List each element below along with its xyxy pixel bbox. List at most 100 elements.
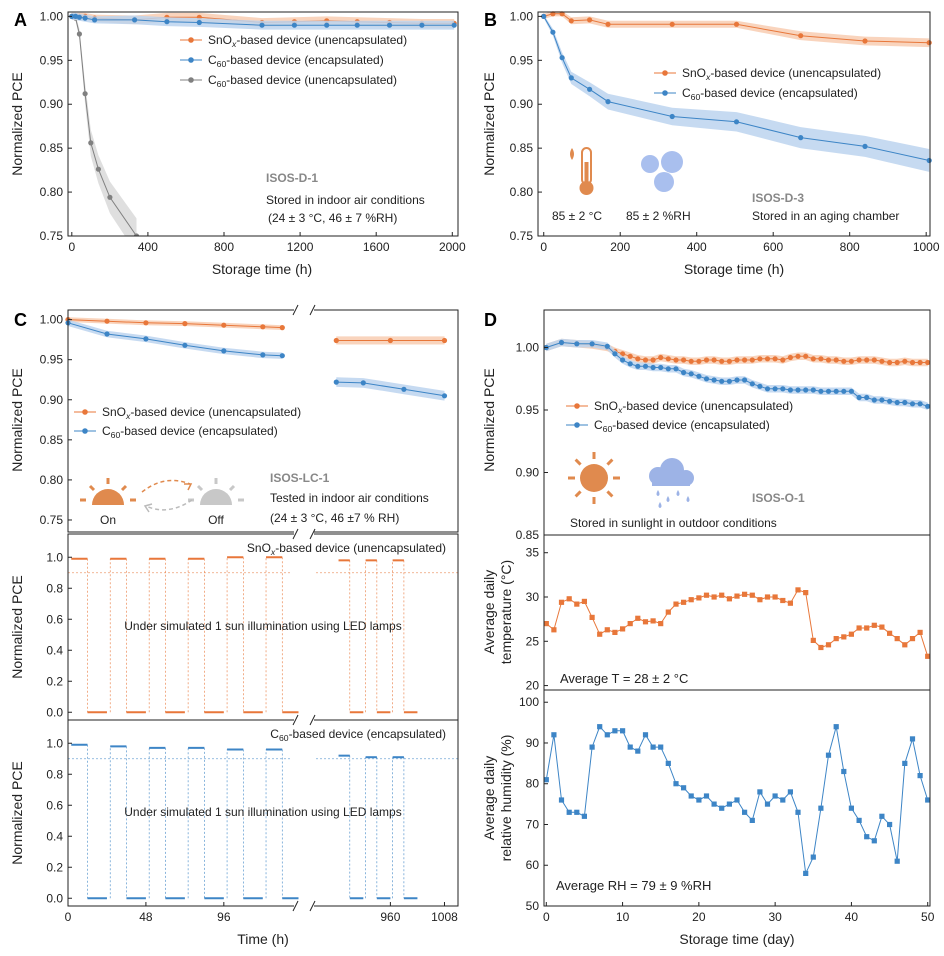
panel-c-top-y-tick-label: 0.75 bbox=[40, 513, 64, 527]
panel-b-series-1-point bbox=[587, 86, 593, 92]
panel-d-series-0-point bbox=[795, 353, 801, 359]
panel-d-humidity-point bbox=[719, 805, 725, 811]
panel-a-x-tick-label: 0 bbox=[68, 240, 75, 254]
panel-b-y-tick-label: 0.85 bbox=[510, 141, 534, 155]
panel-d-temperature-point bbox=[726, 596, 732, 602]
panel-b-chart: 0.75 0.80 0.85 0.90 0.95 1.00 0 200 400 600 800 100… bbox=[481, 9, 940, 277]
panel-a-x-label: Storage time (h) bbox=[212, 261, 312, 277]
panel-d-humidity-point bbox=[772, 793, 778, 799]
panel-d-series-0-point bbox=[749, 357, 755, 363]
panel-d-temperature-point bbox=[711, 594, 717, 600]
panel-c-cycling-title-0-main: SnO bbox=[247, 541, 271, 555]
panel-d-temp-y-label-2: temperature (°C) bbox=[498, 560, 514, 664]
panel-d-temperature-point bbox=[742, 591, 748, 597]
axis-break-mark bbox=[292, 528, 299, 540]
panel-c-cycling-y-label-0: Normalized PCE bbox=[9, 575, 25, 678]
panel-a-note-2: (24 ± 3 °C, 46 ± 7 %RH) bbox=[268, 211, 397, 225]
panel-a-y-tick-label: 0.90 bbox=[40, 97, 64, 111]
panel-d-temperature-point bbox=[543, 621, 549, 627]
flame-icon bbox=[570, 148, 574, 160]
sun-on-ray bbox=[88, 484, 96, 492]
panel-d-note: Stored in sunlight in outdoor conditions bbox=[570, 516, 777, 530]
panel-b-series-1-point bbox=[568, 75, 574, 81]
panel-d-series-0-point bbox=[681, 357, 687, 363]
axis-break-mark bbox=[309, 900, 316, 912]
panel-label-B: B bbox=[484, 10, 497, 30]
panel-c-1-legend-text-sub: 60 bbox=[111, 430, 121, 440]
panel-d-series-1-point bbox=[627, 361, 633, 367]
panel-c-series-1-seg2-line bbox=[336, 381, 445, 397]
panel-b-temp-note: 85 ± 2 °C bbox=[552, 209, 602, 223]
panel-d-0-legend-text-main: SnO bbox=[594, 399, 618, 413]
panel-a-series-1-point bbox=[291, 22, 297, 28]
panel-d-temperature-point bbox=[620, 626, 626, 632]
panel-c-note-1: Tested in indoor air conditions bbox=[270, 491, 429, 505]
panel-b-series-1-point bbox=[926, 157, 932, 164]
panel-d-temperature-point bbox=[772, 594, 778, 600]
panel-d-temperature-point bbox=[665, 609, 671, 615]
panel-b-series-0-point bbox=[559, 11, 565, 17]
axis-break-gap bbox=[294, 714, 314, 726]
panel-a-series-1-point bbox=[92, 17, 98, 23]
panel-d-temperature-point bbox=[612, 629, 618, 635]
panel-d-x-tick-label: 30 bbox=[768, 910, 782, 924]
panel-d-humidity-point bbox=[803, 870, 809, 876]
panel-b-series-0-point bbox=[587, 17, 593, 23]
panel-b-protocol: ISOS-D-3 bbox=[752, 191, 804, 205]
panel-c-x-tick-label: 960 bbox=[380, 910, 400, 924]
panel-c-note-2: (24 ± 3 °C, 46 ±7 % RH) bbox=[270, 511, 399, 525]
panel-d-series-0-point bbox=[772, 356, 778, 362]
panel-d-rh-y-tick-label: 70 bbox=[526, 817, 540, 831]
panel-a-protocol: ISOS-D-1 bbox=[266, 171, 318, 185]
panel-d-humidity-point bbox=[818, 805, 824, 811]
panel-d-temperature-point bbox=[757, 597, 763, 603]
panel-d-series-1-point bbox=[925, 403, 931, 409]
sun-off-ray bbox=[228, 484, 236, 492]
axis-break-gap bbox=[294, 304, 314, 316]
panel-c-0-legend-text-sub: x bbox=[125, 411, 131, 421]
panel-d-series-1-point bbox=[894, 399, 900, 406]
panel-d-temperature-point bbox=[825, 642, 832, 648]
panel-c-series-0-seg1-line bbox=[67, 319, 283, 329]
panel-d-temp-y-label-1: Average daily bbox=[481, 570, 497, 655]
panel-d-series-0-point bbox=[871, 357, 877, 363]
bubble-large bbox=[654, 172, 674, 192]
panel-c-x-tick-label: 0 bbox=[65, 910, 72, 924]
panel-label-D: D bbox=[484, 310, 497, 330]
panel-d-temperature-point bbox=[841, 634, 847, 640]
panel-d-temperature-line bbox=[545, 589, 929, 657]
panel-a-series-2-point bbox=[107, 194, 113, 200]
panel-d-series-1-point bbox=[848, 388, 855, 394]
panel-d-series-0-point bbox=[734, 357, 740, 363]
panel-d-series-0-point bbox=[810, 356, 816, 362]
panel-c-series-1-seg2-point bbox=[441, 393, 448, 399]
panel-d-humidity-point bbox=[688, 793, 694, 799]
sun-ray bbox=[574, 490, 582, 498]
axis-break-gap bbox=[294, 900, 314, 912]
panel-b-series-1-band bbox=[543, 14, 930, 172]
panel-a-0-legend-marker bbox=[188, 37, 194, 43]
panel-a-series-1-point bbox=[76, 14, 82, 20]
bubble-medium bbox=[661, 151, 683, 173]
panel-d-series-1-point bbox=[917, 401, 923, 407]
rain-cloud-icon bbox=[649, 458, 694, 508]
panel-d-temp-y-tick-label: 25 bbox=[526, 634, 540, 648]
panel-a-1-legend-text: C60-based device (encapsulated) bbox=[208, 53, 384, 69]
panel-d-series-0-point bbox=[658, 354, 664, 361]
panel-b-1-legend-text: C60-based device (encapsulated) bbox=[682, 86, 858, 102]
panel-b-series-0-band bbox=[543, 11, 930, 48]
panel-d-x-tick-label: 50 bbox=[921, 910, 935, 924]
panel-b-y-tick-label: 1.00 bbox=[510, 9, 534, 23]
sun-ray bbox=[574, 458, 582, 466]
axis-break-mark bbox=[309, 714, 316, 726]
panel-d-series-1-point bbox=[711, 377, 717, 383]
cycle-arrow-off-icon bbox=[145, 499, 193, 511]
panel-d-series-0-point bbox=[848, 358, 855, 364]
panel-d-series-1-point bbox=[719, 378, 725, 384]
panel-d-temperature-point bbox=[589, 614, 595, 620]
panel-c-cycling-y-label-1: Normalized PCE bbox=[9, 761, 25, 864]
panel-d-series-0-point bbox=[764, 356, 771, 362]
panel-b-x-tick-label: 1000 bbox=[913, 240, 940, 254]
panel-d-series-1-point bbox=[795, 387, 801, 393]
